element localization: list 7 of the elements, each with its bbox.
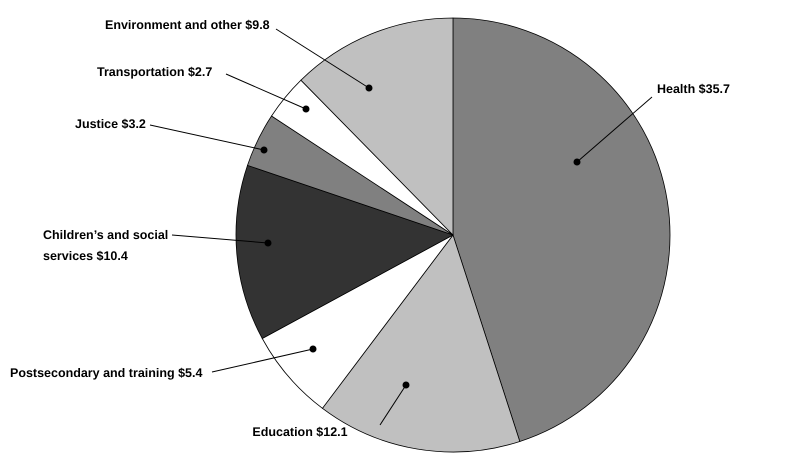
slice-label: Health $35.7 [657, 82, 730, 96]
slice-label: Justice $3.2 [75, 117, 146, 131]
slice-label: Environment and other $9.8 [105, 18, 270, 32]
slice-label: Children’s and social services $10.4 [43, 228, 168, 263]
slice-label: Postsecondary and training $5.4 [10, 366, 202, 380]
slice-label: Education $12.1 [252, 425, 348, 439]
slice-label: Transportation $2.7 [97, 65, 212, 79]
